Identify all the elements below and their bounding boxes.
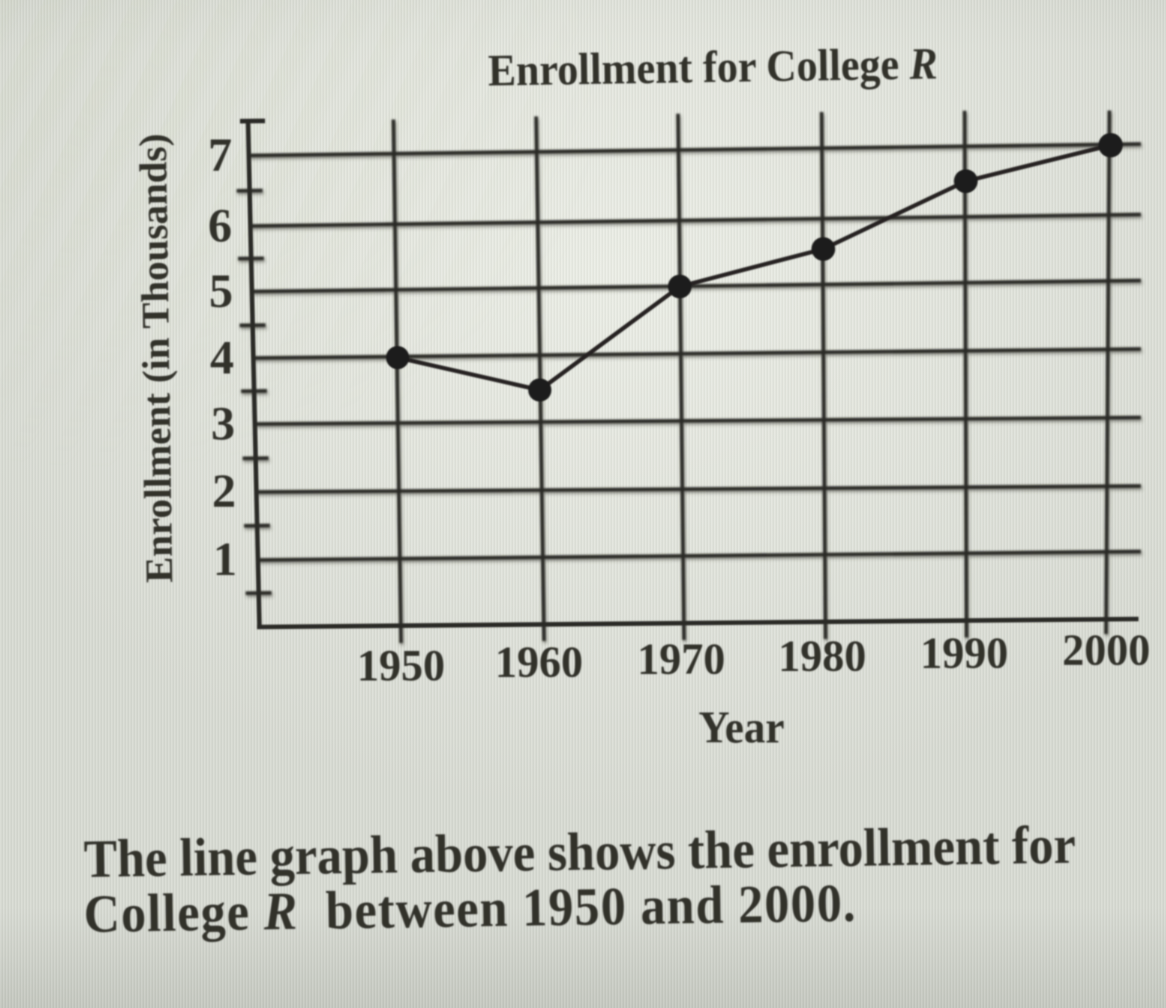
svg-text:1960: 1960 [495, 638, 583, 687]
svg-text:2000: 2000 [1062, 626, 1150, 675]
svg-text:5: 5 [209, 265, 233, 318]
svg-text:7: 7 [208, 129, 232, 182]
svg-text:Enrollment (in Thousands): Enrollment (in Thousands) [132, 133, 182, 583]
svg-text:Enrollment for College R: Enrollment for College R [488, 39, 938, 96]
svg-text:1950: 1950 [357, 641, 445, 690]
svg-text:1980: 1980 [778, 632, 866, 681]
svg-text:1: 1 [213, 533, 237, 586]
svg-text:Year: Year [699, 701, 785, 753]
svg-text:The line graph above shows the: The line graph above shows the enrollmen… [83, 816, 1076, 890]
svg-text:College R between 1950 and 20: College R between 1950 and 2000. [83, 874, 857, 944]
svg-text:4: 4 [210, 332, 234, 385]
svg-text:6: 6 [208, 200, 232, 253]
svg-text:1970: 1970 [637, 635, 725, 684]
svg-text:1990: 1990 [920, 629, 1008, 678]
svg-text:2: 2 [212, 465, 236, 518]
svg-text:3: 3 [211, 398, 235, 451]
